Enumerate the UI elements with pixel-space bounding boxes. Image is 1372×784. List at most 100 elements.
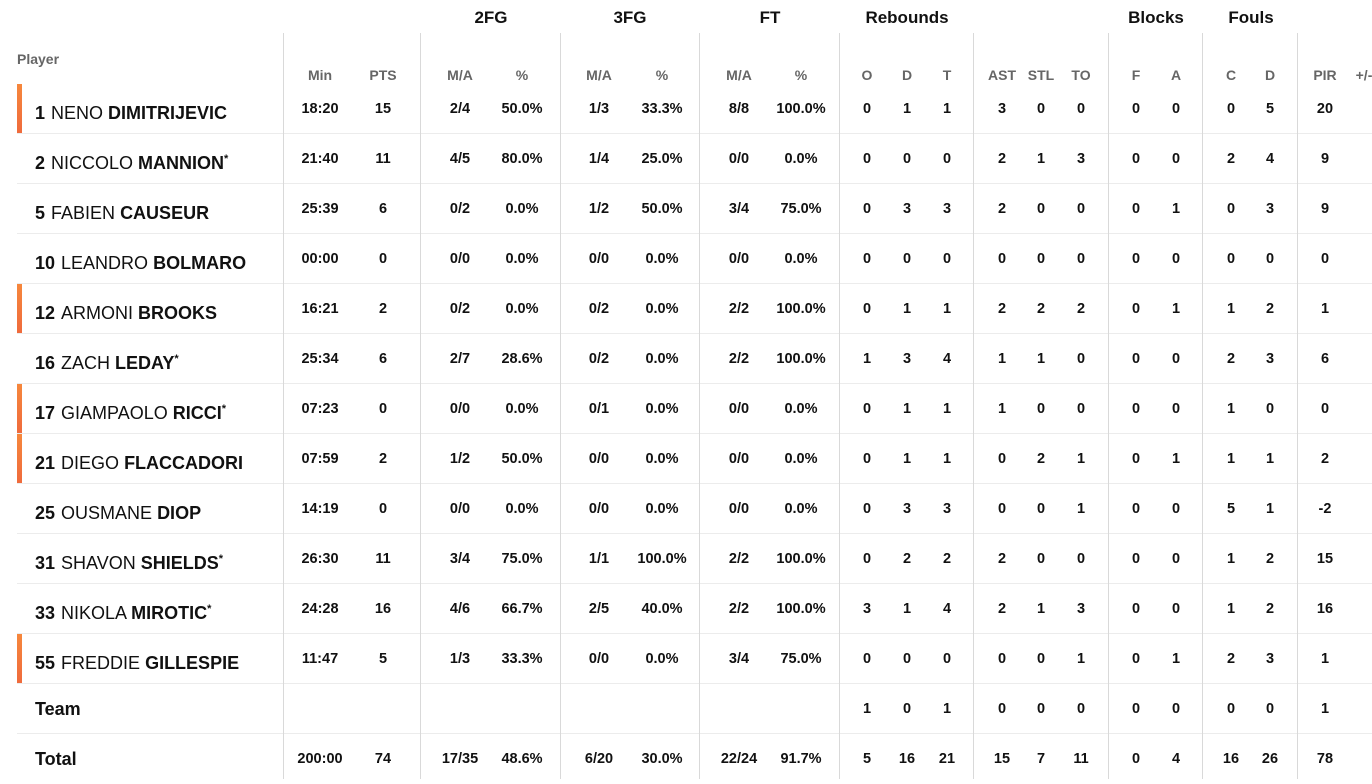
- column-divider: [1297, 33, 1298, 779]
- column-header-foul-c[interactable]: C: [1225, 67, 1237, 83]
- player-name[interactable]: 21 DIEGO FLACCADORI: [35, 434, 243, 488]
- column-header-reb-d[interactable]: D: [901, 67, 913, 83]
- column-header-3fg-ma[interactable]: M/A: [586, 67, 612, 83]
- group-header-3fg: 3FG: [613, 8, 647, 27]
- table-row[interactable]: 31 SHAVON SHIELDS* 26:30 11 3/4 75.0% 1/1 100.0…: [17, 534, 1372, 584]
- stat-fg2-ma: 3/4: [449, 551, 471, 567]
- starter-marker: *: [207, 603, 212, 615]
- column-header-ft-pct[interactable]: %: [794, 67, 808, 83]
- stat-fg3-ma: 0/0: [588, 251, 610, 267]
- table-row[interactable]: 16 ZACH LEDAY* 25:34 6 2/7 28.6% 0/2 0.0% 2/2 100…: [17, 334, 1372, 384]
- stat-reb-o: 0: [862, 151, 872, 167]
- table-row[interactable]: 5 FABIEN CAUSEUR 25:39 6 0/2 0.0% 1/2 50.0% 3/4 7…: [17, 184, 1372, 234]
- stat-reb-o: 0: [862, 301, 872, 317]
- row-highlight-bar: [17, 84, 22, 134]
- group-header-fouls: Fouls: [1228, 8, 1274, 27]
- column-header-pts[interactable]: PTS: [369, 67, 397, 83]
- player-last-name: SHIELDS: [140, 553, 219, 573]
- table-row[interactable]: 55 FREDDIE GILLESPIE 11:47 5 1/3 33.3% 0/0 0.0%…: [17, 634, 1372, 684]
- column-divider: [699, 33, 700, 779]
- column-header-pir[interactable]: PIR: [1313, 67, 1337, 83]
- table-row[interactable]: 25 OUSMANE DIOP 14:19 0 0/0 0.0% 0/0 0.0% 0/0 0.0…: [17, 484, 1372, 534]
- column-header-plusminus[interactable]: +/-: [1355, 67, 1372, 83]
- table-row[interactable]: 17 GIAMPAOLO RICCI* 07:23 0 0/0 0.0% 0/1 0.0% 0/…: [17, 384, 1372, 434]
- column-header-ft-ma[interactable]: M/A: [726, 67, 752, 83]
- column-header-blk-f[interactable]: F: [1131, 67, 1141, 83]
- stat-blk-f: 0: [1131, 201, 1141, 217]
- column-header-to[interactable]: TO: [1071, 67, 1091, 83]
- column-header-reb-t[interactable]: T: [942, 67, 952, 83]
- player-last-name: MIROTIC: [131, 603, 208, 623]
- column-header-blk-a[interactable]: A: [1170, 67, 1182, 83]
- column-header-stl[interactable]: STL: [1027, 67, 1055, 83]
- stat-reb-d: 0: [902, 151, 912, 167]
- player-last-name: CAUSEUR: [120, 203, 210, 223]
- stat-blk-f: 0: [1131, 301, 1141, 317]
- stat-fg3-pct: 30.0%: [641, 751, 683, 767]
- column-header-ast[interactable]: AST: [988, 67, 1016, 83]
- stat-blk-f: 0: [1131, 251, 1141, 267]
- table-row[interactable]: 2 NICCOLO MANNION* 21:40 11 4/5 80.0% 1/4 25.0%…: [17, 134, 1372, 184]
- table-row[interactable]: 33 NIKOLA MIROTIC* 24:28 16 4/6 66.7% 2/5 40.0%…: [17, 584, 1372, 634]
- column-header-player[interactable]: Player: [17, 51, 60, 67]
- stat-pir: 78: [1316, 751, 1334, 767]
- stat-reb-o: 0: [862, 101, 872, 117]
- player-name[interactable]: 1 NENO DIMITRIJEVIC: [35, 84, 227, 138]
- stat-fg2-pct: 0.0%: [505, 201, 539, 217]
- table-row[interactable]: 12 ARMONI BROOKS 16:21 2 0/2 0.0% 0/2 0.0% 2/2 10…: [17, 284, 1372, 334]
- column-header-3fg-pct[interactable]: %: [655, 67, 669, 83]
- player-name[interactable]: 10 LEANDRO BOLMARO: [35, 234, 246, 288]
- stat-foul-c: 0: [1226, 101, 1236, 117]
- table-row[interactable]: 10 LEANDRO BOLMARO 00:00 0 0/0 0.0% 0/0 0.0% 0/0…: [17, 234, 1372, 284]
- stat-reb-o: 0: [862, 451, 872, 467]
- stat-ast: 1: [997, 401, 1007, 417]
- player-name[interactable]: 2 NICCOLO MANNION*: [35, 134, 228, 188]
- player-name[interactable]: 5 FABIEN CAUSEUR: [35, 184, 209, 238]
- stat-reb-t: 3: [942, 201, 952, 217]
- player-name[interactable]: 31 SHAVON SHIELDS*: [35, 534, 223, 588]
- stat-reb-d: 16: [898, 751, 916, 767]
- stat-fg2-ma: 17/35: [441, 751, 479, 767]
- starter-marker: *: [218, 553, 224, 565]
- player-number: 1: [35, 103, 46, 123]
- player-number: 21: [35, 453, 56, 473]
- stat-pts: 6: [378, 201, 388, 217]
- player-number: 33: [35, 603, 56, 623]
- stat-ast: 2: [997, 601, 1007, 617]
- player-number: 17: [35, 403, 56, 423]
- stat-to: 0: [1076, 351, 1086, 367]
- player-name[interactable]: 25 OUSMANE DIOP: [35, 484, 201, 538]
- player-name[interactable]: 16 ZACH LEDAY*: [35, 334, 179, 388]
- stat-ft-ma: 3/4: [728, 651, 750, 667]
- player-name[interactable]: 33 NIKOLA MIROTIC*: [35, 584, 211, 638]
- group-header-rebounds: Rebounds: [865, 8, 949, 27]
- column-header-min[interactable]: Min: [307, 67, 333, 83]
- column-header-2fg-pct[interactable]: %: [515, 67, 529, 83]
- stat-foul-c: 0: [1226, 201, 1236, 217]
- stat-pts: 11: [375, 151, 391, 167]
- row-separator: [17, 233, 1372, 234]
- stat-ft-ma: 2/2: [728, 601, 750, 617]
- group-header-blocks: Blocks: [1128, 8, 1184, 27]
- stat-fg3-ma: 0/0: [588, 451, 610, 467]
- stat-reb-o: 1: [862, 351, 872, 367]
- stat-fg3-ma: 0/1: [588, 401, 610, 417]
- stat-foul-c: 1: [1226, 551, 1236, 567]
- stat-fg3-pct: 100.0%: [637, 551, 687, 567]
- stat-foul-d: 2: [1265, 601, 1275, 617]
- table-row[interactable]: 1 NENO DIMITRIJEVIC 18:20 15 2/4 50.0% 1/3 33.3…: [17, 84, 1372, 134]
- column-header-reb-o[interactable]: O: [861, 67, 873, 83]
- stat-fg2-ma: 0/0: [449, 251, 471, 267]
- player-name[interactable]: 12 ARMONI BROOKS: [35, 284, 217, 338]
- column-header-2fg-ma[interactable]: M/A: [447, 67, 473, 83]
- player-name[interactable]: 17 GIAMPAOLO RICCI*: [35, 384, 226, 438]
- stat-pir: 0: [1320, 251, 1330, 267]
- total-row: Total 200:00 74 17/35 48.6% 6/20 30.0% 22/24 91.…: [17, 734, 1372, 784]
- player-name[interactable]: 55 FREDDIE GILLESPIE: [35, 634, 239, 688]
- table-row[interactable]: 21 DIEGO FLACCADORI 07:59 2 1/2 50.0% 0/0 0.0% 0…: [17, 434, 1372, 484]
- stat-min: 21:40: [301, 151, 339, 167]
- stat-fg3-ma: 0/2: [588, 301, 610, 317]
- stat-ft-pct: 0.0%: [784, 251, 818, 267]
- column-header-foul-d[interactable]: D: [1264, 67, 1276, 83]
- stat-reb-d: 1: [902, 101, 912, 117]
